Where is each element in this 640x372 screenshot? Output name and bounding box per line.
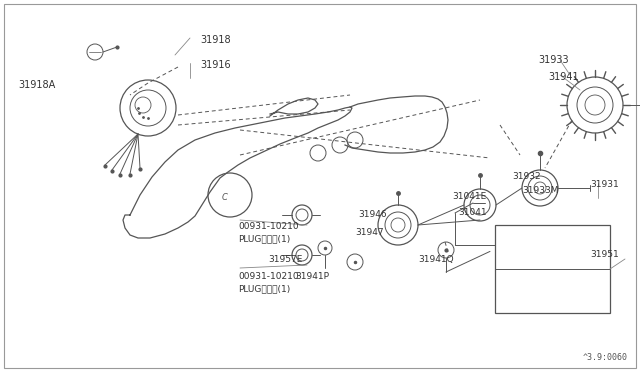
Text: 31918A: 31918A [18, 80, 55, 90]
Text: PLUGプラグ(1): PLUGプラグ(1) [238, 284, 291, 293]
Bar [495, 225, 610, 313]
Text: 31941: 31941 [548, 72, 579, 82]
Text: 31947: 31947 [355, 228, 383, 237]
Text: 31931: 31931 [590, 180, 619, 189]
Text: 31957E: 31957E [268, 255, 302, 264]
Text: 31946: 31946 [358, 210, 387, 219]
Text: ^3.9:0060: ^3.9:0060 [583, 353, 628, 362]
Text: 00931-10210: 00931-10210 [238, 222, 299, 231]
Text: 31933M: 31933M [522, 186, 559, 195]
Text: 00931-10210: 00931-10210 [238, 272, 299, 281]
Text: PLUGプラグ(1): PLUGプラグ(1) [238, 234, 291, 243]
Text: 31918: 31918 [200, 35, 230, 45]
Text: C: C [222, 192, 228, 202]
Text: 31041: 31041 [458, 208, 486, 217]
Text: 31041E: 31041E [452, 192, 486, 201]
Text: 31941Q: 31941Q [418, 255, 454, 264]
Text: 31916: 31916 [200, 60, 230, 70]
Text: 31951: 31951 [590, 250, 619, 259]
Text: 31941P: 31941P [295, 272, 329, 281]
Text: 31933: 31933 [538, 55, 568, 65]
Text: 31932: 31932 [512, 172, 541, 181]
